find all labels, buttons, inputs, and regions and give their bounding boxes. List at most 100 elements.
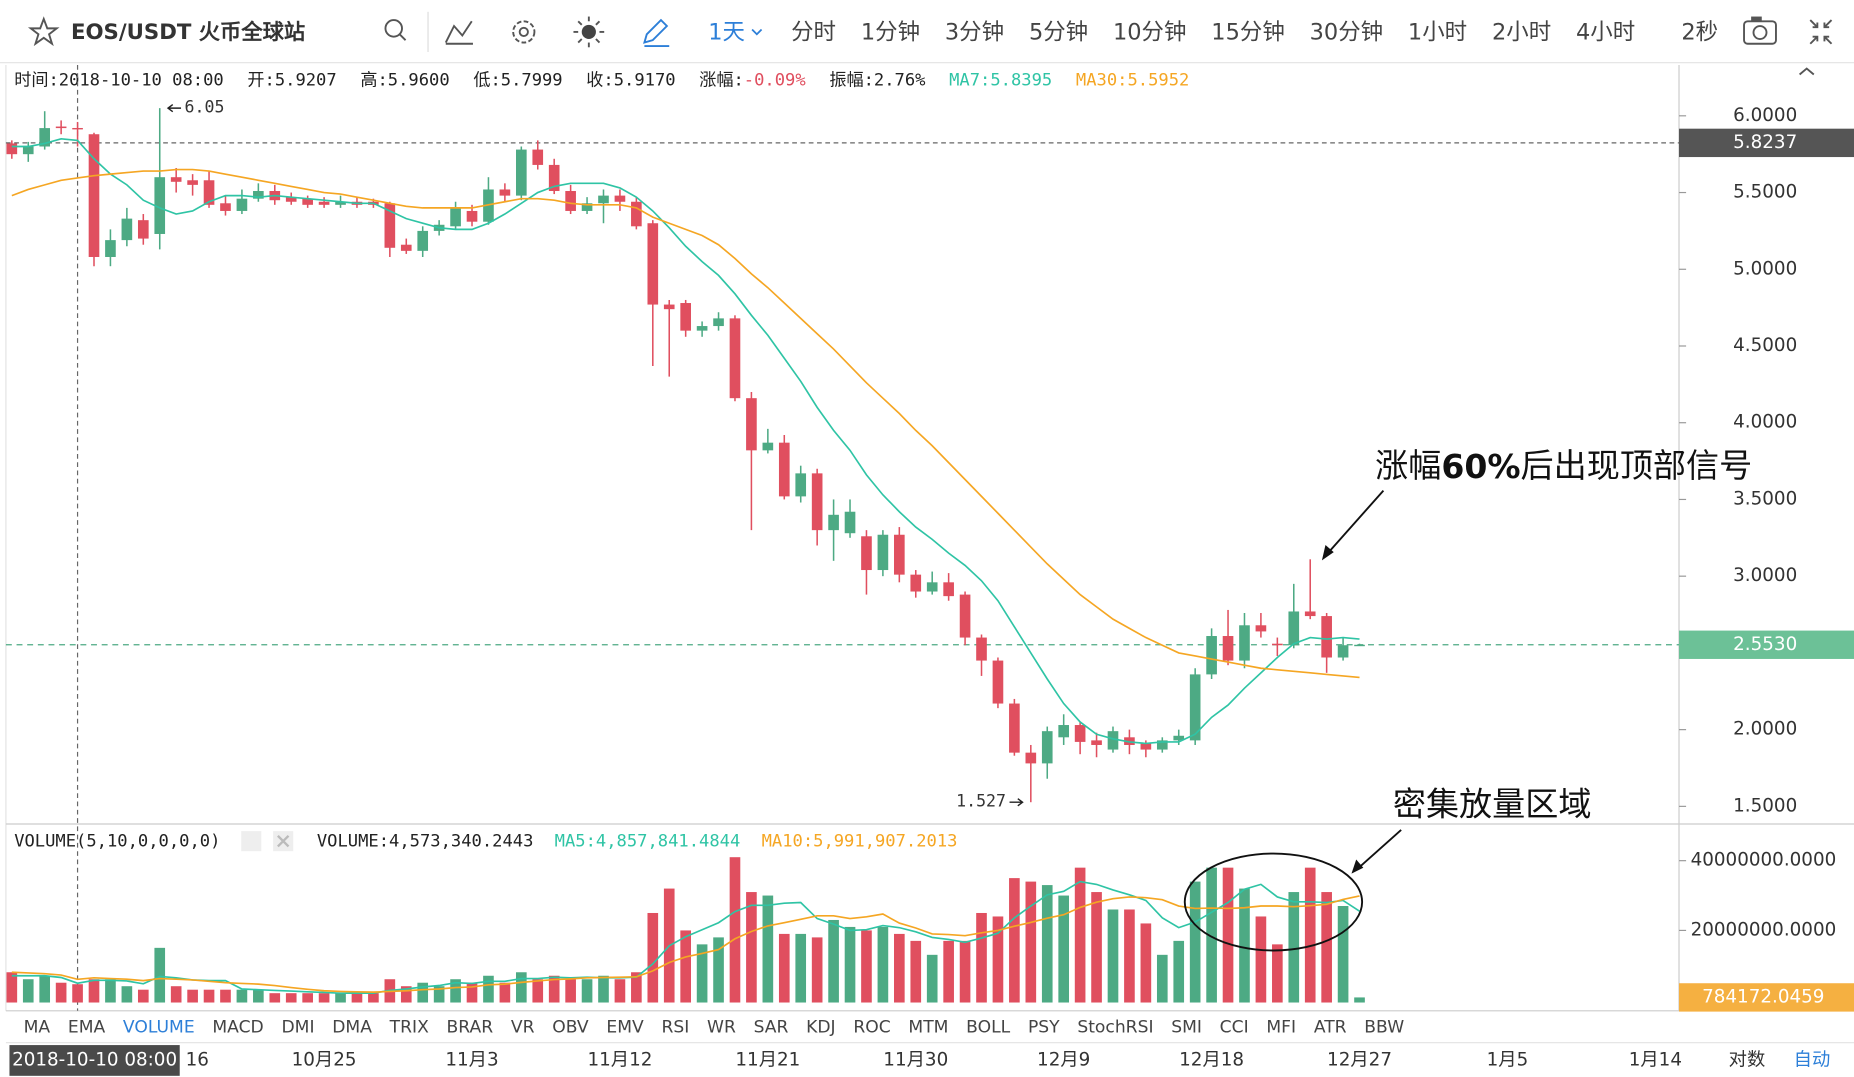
indicator-tab[interactable]: SAR bbox=[754, 1017, 789, 1037]
candle-body bbox=[877, 534, 889, 571]
indicator-tab[interactable]: EMV bbox=[606, 1017, 644, 1037]
interval-tab[interactable]: 10分钟 bbox=[1113, 20, 1186, 46]
volume-bar bbox=[1074, 867, 1086, 1003]
theme-icon[interactable] bbox=[573, 16, 605, 48]
volume-bar bbox=[368, 993, 379, 1003]
volume-bar bbox=[1337, 906, 1349, 1003]
indicator-tab[interactable]: KDJ bbox=[806, 1017, 835, 1037]
interval-tab[interactable]: 4小时 bbox=[1576, 20, 1635, 46]
volume-bar bbox=[285, 993, 297, 1003]
volume-bar bbox=[121, 986, 133, 1003]
indicator-tab[interactable]: SMI bbox=[1171, 1017, 1202, 1037]
symbol: EOS/USDT 火币全球站 bbox=[71, 19, 305, 45]
axis-option[interactable]: 对数 bbox=[1729, 1049, 1766, 1070]
collapse-icon[interactable] bbox=[1799, 67, 1815, 76]
candle-body bbox=[598, 195, 609, 204]
interval-tab[interactable]: 5分钟 bbox=[1029, 20, 1088, 46]
interval-tab[interactable]: 分时 bbox=[791, 20, 836, 46]
candle-body bbox=[253, 191, 264, 199]
indicator-tab[interactable]: PSY bbox=[1028, 1017, 1060, 1037]
dropdown-arrow bbox=[751, 28, 763, 36]
candle-body bbox=[713, 318, 724, 327]
candle-body bbox=[959, 594, 971, 638]
indicator-tab[interactable]: OBV bbox=[552, 1017, 589, 1037]
interval-tab[interactable]: 1小时 bbox=[1408, 20, 1467, 46]
settings-button[interactable] bbox=[241, 831, 262, 852]
indicator-tab[interactable]: MACD bbox=[212, 1017, 263, 1037]
indicator-tab[interactable]: BBW bbox=[1364, 1017, 1404, 1037]
y-tick-label: 2.0000 bbox=[1733, 719, 1797, 740]
candle-body bbox=[1041, 731, 1053, 764]
interval-tab[interactable]: 2小时 bbox=[1492, 20, 1551, 46]
volume-bar bbox=[187, 989, 198, 1003]
favorite-icon[interactable] bbox=[27, 16, 60, 47]
volume-bar bbox=[828, 919, 839, 1003]
candle-body bbox=[1156, 740, 1168, 750]
volume-bar bbox=[450, 979, 461, 1003]
settings-icon[interactable] bbox=[512, 20, 536, 44]
x-tick-label: 11月3 bbox=[445, 1049, 498, 1070]
candle-body bbox=[828, 514, 839, 531]
y-tick-label: 4.0000 bbox=[1733, 412, 1797, 433]
volume-bar bbox=[1124, 909, 1135, 1003]
indicator-tab[interactable]: RSI bbox=[661, 1017, 689, 1037]
indicator-tab[interactable]: DMI bbox=[281, 1017, 314, 1037]
candle-body bbox=[515, 149, 527, 196]
indicator-tab[interactable]: DMA bbox=[332, 1017, 372, 1037]
interval-tab[interactable]: 1天 bbox=[708, 20, 745, 46]
candle-body bbox=[910, 574, 922, 592]
indicator-tab[interactable]: VR bbox=[511, 1017, 535, 1037]
axis-option[interactable]: 自动 bbox=[1794, 1049, 1831, 1070]
refresh-rate[interactable]: 2秒 bbox=[1681, 20, 1718, 46]
fullscreen-icon[interactable] bbox=[1809, 19, 1833, 45]
screenshot-icon[interactable] bbox=[1743, 16, 1777, 45]
volume-bar bbox=[861, 930, 872, 1003]
interval-tab[interactable]: 30分钟 bbox=[1310, 20, 1383, 46]
indicator-tab[interactable]: MFI bbox=[1266, 1017, 1296, 1037]
candle-body bbox=[203, 180, 215, 205]
indicator-tab[interactable]: MTM bbox=[908, 1017, 948, 1037]
volume-bar bbox=[351, 993, 363, 1003]
volume-bar bbox=[1058, 895, 1070, 1003]
volume-bar bbox=[6, 972, 18, 1003]
volume-readout: MA5:4,857,841.4844 bbox=[555, 832, 741, 852]
candle-body bbox=[663, 304, 675, 310]
indicator-tab[interactable]: EMA bbox=[68, 1017, 106, 1037]
indicator-tab[interactable]: BOLL bbox=[966, 1017, 1010, 1037]
crosshair-price-box bbox=[1679, 128, 1854, 158]
indicator-tab[interactable]: ROC bbox=[853, 1017, 890, 1037]
chart-type-icon[interactable] bbox=[444, 20, 473, 45]
ma-line bbox=[11, 137, 1360, 745]
indicator-tab[interactable]: WR bbox=[707, 1017, 736, 1037]
search-icon[interactable] bbox=[384, 19, 407, 41]
indicator-tab[interactable]: VOLUME bbox=[123, 1017, 195, 1037]
info-label: 开: bbox=[247, 70, 274, 90]
arrow-head bbox=[1351, 859, 1364, 874]
draw-icon[interactable] bbox=[643, 18, 670, 48]
candle-body bbox=[1337, 645, 1349, 658]
indicator-tab[interactable]: ATR bbox=[1314, 1017, 1347, 1037]
volume-bar bbox=[680, 930, 691, 1003]
indicator-tab[interactable]: TRIX bbox=[389, 1017, 429, 1037]
indicator-tab[interactable]: BRAR bbox=[447, 1017, 494, 1037]
crosshair-date-box bbox=[9, 1045, 180, 1076]
indicator-tab[interactable]: MA bbox=[24, 1017, 51, 1037]
candle-body bbox=[680, 303, 691, 331]
volume-bar bbox=[959, 940, 971, 1003]
interval-tab[interactable]: 1分钟 bbox=[861, 20, 920, 46]
indicator-tab[interactable]: StochRSI bbox=[1077, 1017, 1153, 1037]
interval-tab[interactable]: 15分钟 bbox=[1211, 20, 1284, 46]
volume-bar bbox=[515, 972, 527, 1003]
candle-body bbox=[1222, 636, 1234, 661]
volume-bar bbox=[269, 993, 281, 1003]
indicator-tab[interactable]: CCI bbox=[1220, 1017, 1249, 1037]
candle-body bbox=[1009, 703, 1020, 753]
candle-body bbox=[236, 198, 248, 211]
info-value: 2.76% bbox=[874, 70, 926, 90]
info-value: 5.7999 bbox=[501, 70, 563, 90]
candle-body bbox=[450, 207, 461, 227]
candle-body bbox=[894, 534, 905, 575]
volume-bar bbox=[483, 975, 494, 1003]
interval-tab[interactable]: 3分钟 bbox=[945, 20, 1004, 46]
candle-body bbox=[417, 230, 429, 251]
